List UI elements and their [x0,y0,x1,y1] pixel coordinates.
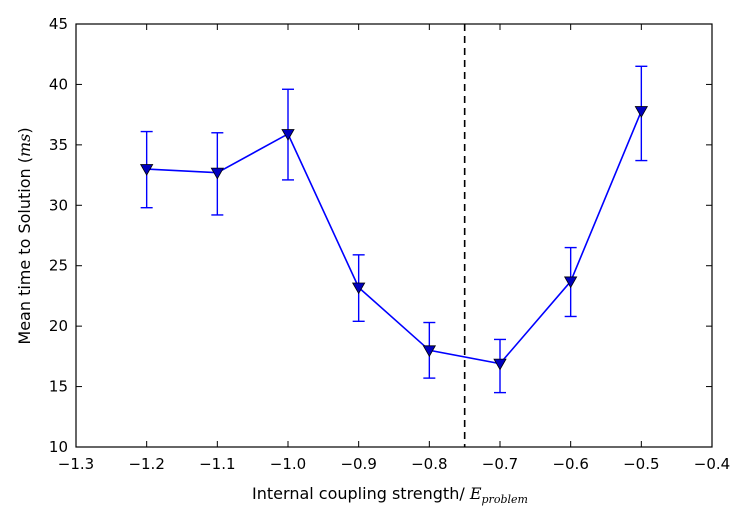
y-tick-label: 10 [49,438,68,456]
y-axis-label: Mean time to Solution (ms) [15,127,34,344]
svg-text:Internal coupling strength/ Ep: Internal coupling strength/ Eproblem [252,484,528,506]
y-tick-label: 40 [49,75,68,93]
data-point [139,164,154,176]
x-tick-label: −0.4 [694,455,730,473]
x-tick-label: −1.3 [58,455,94,473]
x-axis-label: Internal coupling strength/ Eproblem [252,484,528,506]
x-tick-label: −0.6 [552,455,588,473]
y-axis-label-text: Mean time to Solution ( [15,157,34,345]
plot-area: −1.3 −1.2 −1.1 −1.0 −0.9 −0.8 −0.7 −0.6 −0.5 −0.4… [49,15,730,473]
x-tick-label: −0.9 [340,455,376,473]
y-tick-label: 25 [49,257,68,275]
x-tick-label: −1.1 [199,455,235,473]
data-point [351,282,366,295]
svg-text:Mean time to Solution (ms): Mean time to Solution (ms) [15,127,34,344]
x-tick-label: −0.5 [623,455,659,473]
y-tick-label: 35 [49,136,68,154]
data-point [563,276,578,289]
y-axis-label-math: ms [15,134,34,157]
data-point [634,106,649,118]
series-line [146,110,643,365]
y-tick-label: 15 [49,378,68,396]
x-axis-label-math: E [469,484,482,503]
y-tick-label: 20 [49,317,68,335]
x-tick-label: −1.2 [128,455,164,473]
y-tick-label: 45 [49,15,68,33]
axes-frame [75,23,713,448]
x-axis-label-math-sub: problem [482,493,528,506]
x-tick-label: −0.8 [411,455,447,473]
data-point [422,345,437,358]
x-axis-label-text: Internal coupling strength/ [252,484,470,503]
data-point [493,358,507,371]
data-point [281,129,295,141]
y-tick-label: 30 [49,196,68,214]
y-axis-label-end: ) [15,127,34,133]
x-tick-label: −1.0 [270,455,306,473]
x-tick-label: −0.7 [482,455,518,473]
data-point [210,167,225,180]
